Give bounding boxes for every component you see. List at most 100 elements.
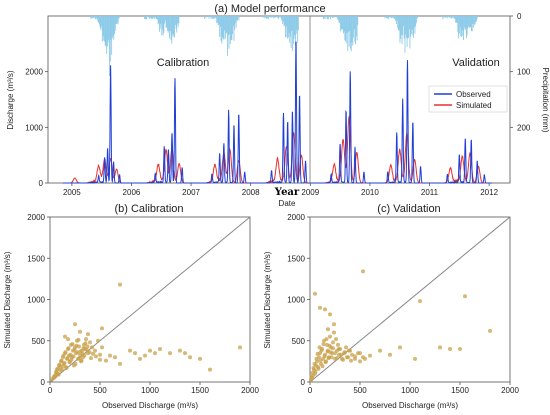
precip-bar <box>345 16 346 42</box>
precip-bar <box>293 16 295 39</box>
y-tick-label: 0 <box>301 378 306 387</box>
precip-bar <box>325 16 327 17</box>
precip-bar <box>452 16 454 19</box>
precip-bar <box>106 16 108 54</box>
precip-bar <box>98 16 100 23</box>
precip-bar <box>291 16 293 31</box>
precip-bar <box>404 16 406 53</box>
y2-tick-label: 0 <box>517 12 522 21</box>
x-tick-label: 500 <box>353 386 367 395</box>
precip-bar <box>469 16 471 28</box>
scatter-point <box>143 353 147 358</box>
precip-bar <box>346 16 348 33</box>
precip-bar <box>154 16 155 19</box>
precip-bar <box>292 16 294 51</box>
scatter-point <box>66 337 70 342</box>
precip-bar <box>339 16 341 23</box>
precip-bar <box>148 16 150 18</box>
precip-bar <box>151 16 153 20</box>
precip-bar <box>476 16 478 19</box>
scatter-point <box>332 330 336 335</box>
precip-bar <box>107 16 109 43</box>
scatter-point <box>310 370 315 375</box>
precip-bar <box>282 16 284 25</box>
scatter-point <box>68 352 73 357</box>
precip-bar <box>172 16 173 35</box>
precip-bar <box>232 16 234 26</box>
precip-bar <box>355 16 356 44</box>
precip-bar <box>467 16 469 29</box>
x-tick-label: 2011 <box>421 188 439 197</box>
scatter-point <box>326 356 331 361</box>
precip-bar <box>296 16 298 30</box>
scatter-point <box>328 334 332 339</box>
precip-bar <box>104 16 105 42</box>
precip-bar <box>217 16 218 23</box>
scatter-point <box>339 352 343 357</box>
precip-bar <box>281 16 283 21</box>
precip-bar <box>99 16 100 25</box>
precip-bar <box>403 16 405 39</box>
precip-bar <box>448 16 449 17</box>
precip-bar <box>152 16 154 19</box>
precip-bar <box>285 16 286 38</box>
precip-bar <box>327 16 329 20</box>
precip-bar <box>410 16 412 35</box>
scatter-point <box>96 338 100 343</box>
precip-bar <box>216 16 218 24</box>
x-tick-label: 1500 <box>451 386 469 395</box>
precip-bar <box>168 16 170 31</box>
scatter-point <box>158 347 162 351</box>
scatter-point <box>75 350 80 355</box>
scatter-point <box>238 345 242 350</box>
precip-bar <box>166 16 168 28</box>
x-tick-label: 1000 <box>401 386 419 395</box>
precip-bar <box>333 16 335 18</box>
precip-bar <box>104 16 106 46</box>
precip-bar <box>327 16 329 20</box>
scatter-point <box>345 355 349 360</box>
scatter-point <box>133 351 137 356</box>
precip-bar <box>114 16 116 32</box>
precip-bar <box>94 16 96 19</box>
precip-bar <box>443 16 445 18</box>
x-tick-label: 500 <box>93 386 107 395</box>
precip-bar <box>285 16 287 27</box>
y-tick-label: 2000 <box>287 213 305 222</box>
x-tick-label: 1500 <box>191 386 209 395</box>
precip-bar <box>357 16 359 25</box>
precip-bar <box>93 16 95 18</box>
precip-bar <box>236 16 238 20</box>
scatter-point <box>333 351 337 356</box>
scatter-point <box>358 359 362 364</box>
y-tick-label: 0 <box>41 378 46 387</box>
scatter-point <box>108 353 112 358</box>
precip-bar <box>324 16 326 19</box>
scatter-point <box>100 345 104 350</box>
scatter-point <box>198 356 202 361</box>
x-tick-label: 2012 <box>480 188 498 197</box>
precip-bar <box>116 16 118 25</box>
scatter-point <box>64 366 69 370</box>
precip-bar <box>221 16 223 44</box>
scatter-point <box>322 354 327 359</box>
scatter-point <box>208 367 212 372</box>
scatter-point <box>82 353 87 358</box>
validation-scatter-panel: (c) Validation 0 500 1000 1500 2000 0 500 1000 1… <box>263 203 519 410</box>
precip-bar <box>414 16 416 34</box>
precip-bar <box>456 16 458 23</box>
scatter-point <box>324 337 329 342</box>
precip-bar <box>442 16 444 20</box>
scatter-point <box>98 352 102 357</box>
precip-bar <box>349 16 351 31</box>
precip-bar <box>408 16 410 30</box>
precip-bar <box>297 16 299 43</box>
scatter-point <box>138 356 142 361</box>
precip-bar <box>350 16 351 49</box>
date-axis-label: Date <box>279 199 296 208</box>
scatter-point <box>326 327 330 332</box>
precip-bar <box>147 16 149 17</box>
precip-bar <box>288 16 290 34</box>
scatter-point <box>353 354 357 359</box>
precip-bar <box>396 16 398 21</box>
